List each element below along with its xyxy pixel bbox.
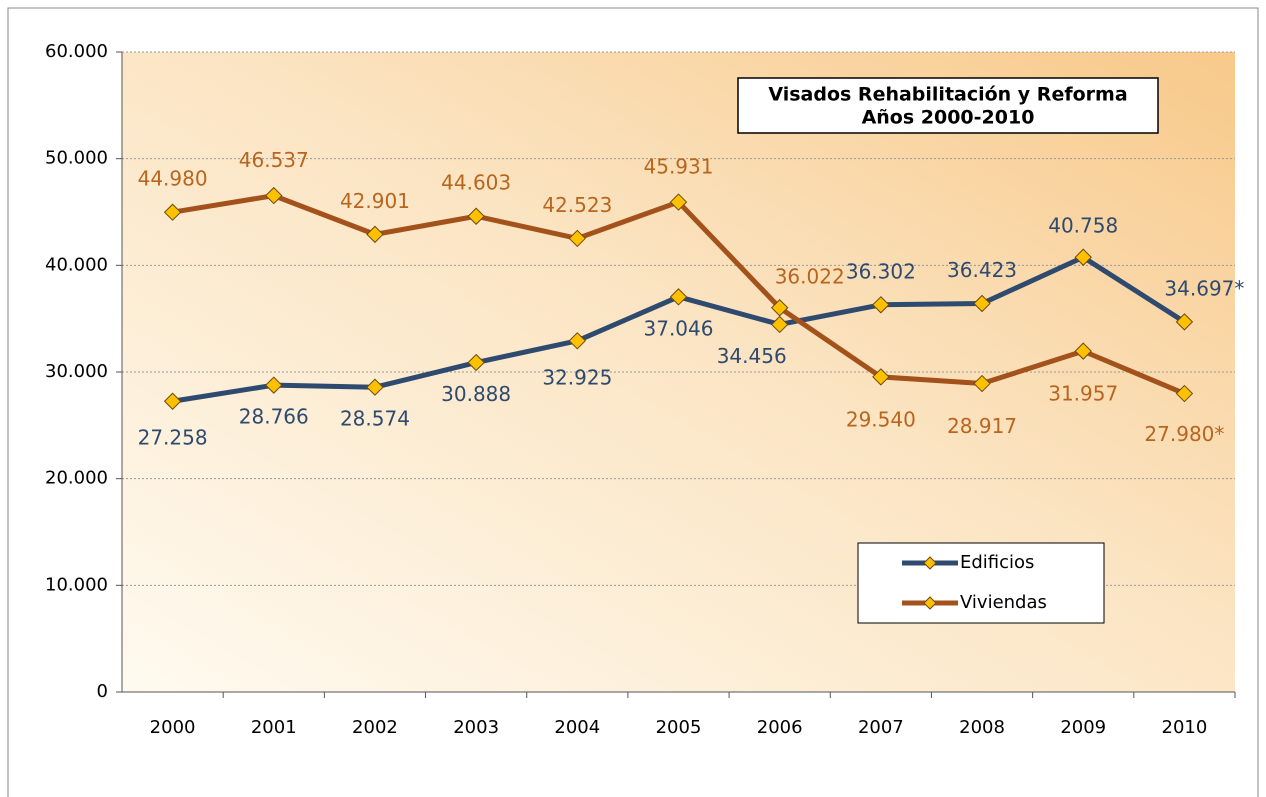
data-label: 28.574	[340, 407, 410, 431]
x-tick-label: 2010	[1162, 717, 1208, 738]
x-tick-label: 2009	[1060, 717, 1106, 738]
marker	[1074, 248, 1092, 266]
marker	[1175, 384, 1194, 403]
y-tick-label: 60.000	[45, 41, 108, 62]
data-label: 44.980	[138, 167, 208, 191]
marker	[770, 315, 789, 334]
x-tick-label: 2006	[757, 717, 803, 738]
data-label: 44.603	[441, 171, 511, 195]
data-label: 40.758	[1048, 214, 1118, 238]
marker	[973, 294, 991, 313]
y-tick-label: 20.000	[45, 468, 108, 489]
x-tick-label: 2001	[251, 717, 297, 738]
marker	[669, 288, 688, 306]
marker	[265, 186, 283, 205]
marker	[1175, 313, 1194, 331]
legend-label: Edificios	[960, 552, 1034, 573]
data-label: 29.540	[846, 407, 916, 431]
marker	[568, 332, 587, 350]
data-label: 36.423	[947, 258, 1017, 282]
marker	[1074, 342, 1092, 360]
marker	[872, 368, 890, 386]
data-label: 34.456	[717, 344, 787, 368]
data-label: 27.258	[138, 426, 208, 450]
marker	[872, 296, 890, 314]
data-label: 42.523	[542, 193, 612, 217]
marker	[973, 374, 991, 393]
data-label: 27.980*	[1144, 422, 1224, 446]
legend-label: Viviendas	[960, 592, 1047, 613]
y-tick-label: 50.000	[45, 148, 108, 169]
data-label: 31.957	[1048, 382, 1118, 406]
marker	[366, 225, 384, 244]
data-label: 28.917	[947, 414, 1017, 438]
chart-title: Visados Rehabilitación y Reforma	[768, 84, 1127, 106]
x-tick-label: 2002	[352, 717, 398, 738]
marker	[163, 203, 182, 221]
marker	[265, 376, 283, 394]
title-box	[737, 77, 1159, 134]
data-label: 46.537	[239, 148, 309, 172]
data-label: 45.931	[644, 155, 714, 179]
data-label: 34.697*	[1164, 276, 1244, 300]
data-label: 37.046	[644, 316, 714, 340]
x-tick-label: 2004	[554, 717, 600, 738]
legend	[857, 542, 1105, 624]
data-label: 42.901	[340, 189, 410, 213]
legend-marker	[923, 556, 937, 570]
marker	[467, 353, 485, 372]
data-label: 30.888	[441, 382, 511, 406]
y-tick-label: 0	[97, 681, 108, 702]
marker	[163, 392, 182, 410]
marker	[366, 378, 384, 396]
y-tick-label: 10.000	[45, 574, 108, 595]
data-label: 32.925	[542, 365, 612, 389]
marker	[669, 193, 688, 211]
x-tick-label: 2003	[453, 717, 499, 738]
data-label: 36.302	[846, 259, 916, 283]
marker	[770, 299, 789, 317]
chart-subtitle: Años 2000-2010	[862, 107, 1035, 129]
marker	[568, 229, 587, 248]
data-label: 36.022	[775, 264, 845, 288]
data-label: 28.766	[239, 405, 309, 429]
x-tick-label: 2005	[656, 717, 702, 738]
y-tick-label: 30.000	[45, 361, 108, 382]
x-tick-label: 2007	[858, 717, 904, 738]
x-tick-label: 2000	[150, 717, 196, 738]
x-tick-label: 2008	[959, 717, 1005, 738]
legend-marker	[923, 596, 937, 610]
y-tick-label: 40.000	[45, 254, 108, 275]
marker	[467, 207, 485, 225]
